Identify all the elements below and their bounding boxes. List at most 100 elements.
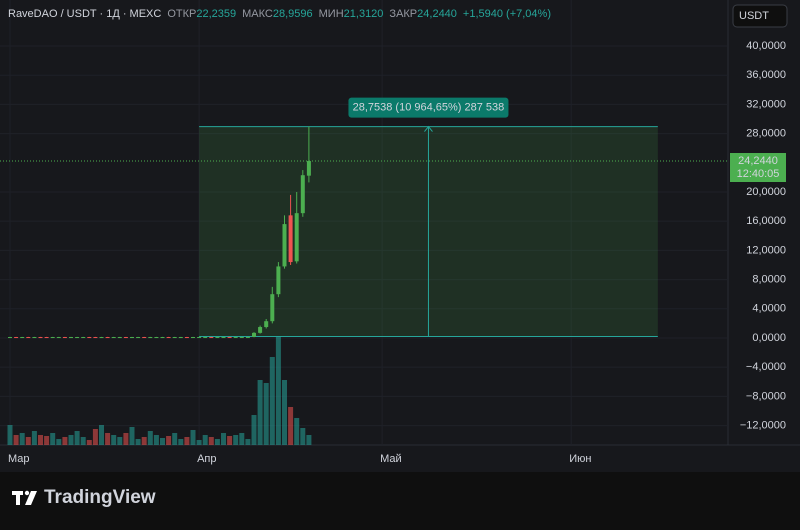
candle-body	[111, 337, 116, 339]
volume-bar	[62, 437, 68, 445]
chart-panel	[0, 0, 800, 472]
last-price-box	[730, 153, 786, 183]
volume-bar	[37, 435, 43, 445]
candle-body	[75, 337, 80, 339]
y-tick-label: −4,0000	[746, 361, 786, 373]
volume-bar	[196, 440, 202, 445]
volume-bar	[153, 435, 159, 445]
candle-body	[105, 337, 110, 339]
brand-name: TradingView	[44, 487, 156, 508]
volume-bar	[147, 431, 153, 445]
volume-bar	[25, 437, 31, 445]
plot: 28,7538 (10 964,65%) 287 538	[0, 0, 728, 445]
candle-body	[215, 337, 220, 339]
candle-body	[270, 294, 275, 322]
volume-bar	[269, 357, 275, 445]
y-tick-label: 0,0000	[752, 332, 786, 344]
candle-body	[50, 337, 55, 339]
volume-bar	[74, 431, 80, 445]
candle-body	[258, 327, 263, 333]
candle-body	[178, 337, 183, 339]
candle-body	[203, 337, 208, 339]
currency-button-label[interactable]: USDT	[739, 10, 769, 22]
volume-bar	[159, 438, 165, 445]
last-price-label: 24,2440	[738, 155, 778, 167]
volume-bar	[300, 428, 306, 445]
volume-bar	[123, 433, 129, 445]
legend-bar: RaveDAO / USDT · 1Д · MEXC ОТКР22,2359 МАК…	[8, 8, 551, 20]
volume-bar	[239, 433, 245, 445]
candle-body	[306, 161, 311, 176]
volume-bar	[117, 437, 123, 445]
candle-body	[166, 337, 171, 339]
volume-bar	[257, 380, 263, 445]
brand-logo	[12, 490, 37, 505]
x-tick-label: Апр	[197, 453, 216, 465]
legend-name: МИН	[319, 8, 344, 20]
logo-stem	[16, 491, 20, 505]
candle-body	[282, 224, 287, 267]
symbol: RaveDAO / USDT · 1Д · MEXC	[8, 8, 161, 20]
volume-bar	[227, 436, 233, 445]
volume-bar	[7, 425, 13, 445]
volume-bar	[31, 431, 37, 445]
candle-body	[148, 337, 153, 339]
candle-body	[288, 215, 293, 263]
y-tick-label: 12,0000	[746, 244, 786, 256]
last-price-time: 12:40:05	[737, 168, 780, 180]
volume-bar	[214, 439, 220, 445]
measure-label: 28,7538 (10 964,65%) 287 538	[353, 101, 505, 113]
candle-body	[197, 337, 202, 339]
volume-bar	[263, 383, 269, 445]
volume-bar	[190, 430, 196, 445]
candle-body	[251, 332, 256, 337]
legend-value: 22,2359	[196, 8, 236, 20]
candle-body	[38, 337, 43, 339]
volume-bar	[135, 439, 141, 445]
candle-body	[136, 337, 141, 339]
volume-bar	[233, 435, 239, 445]
y-tick-label: 8,0000	[752, 273, 786, 285]
y-tick-label: −8,0000	[746, 390, 786, 402]
logo-slant	[25, 491, 37, 505]
candle-body	[184, 337, 189, 339]
volume-bar	[251, 415, 257, 445]
candle-body	[32, 337, 37, 339]
volume-bar	[80, 437, 86, 445]
volume-bar	[98, 425, 104, 445]
y-tick-label: 20,0000	[746, 186, 786, 198]
candle-body	[300, 175, 305, 214]
currency-button[interactable]	[732, 4, 788, 28]
volume-bar	[245, 439, 251, 445]
candle-body	[294, 213, 299, 262]
legend-value: 24,2440	[417, 8, 457, 20]
volume-bar	[105, 433, 111, 445]
volume-bar	[220, 433, 226, 445]
y-tick-label: 40,0000	[746, 40, 786, 52]
candle-body	[154, 337, 159, 339]
legend-value: 28,9596	[273, 8, 313, 20]
candle-body	[276, 266, 281, 295]
volume-bar	[19, 433, 25, 445]
candle-body	[233, 337, 238, 339]
volume-bar	[306, 435, 312, 445]
volume-bar	[294, 418, 300, 445]
candle-body	[172, 337, 177, 339]
volume-bar	[50, 433, 56, 445]
y-tick-label: −12,0000	[740, 419, 786, 431]
candle-body	[264, 321, 269, 328]
volume-bar	[44, 436, 50, 445]
candle-body	[227, 337, 232, 339]
y-tick-label: 36,0000	[746, 69, 786, 81]
volume-bar	[166, 436, 172, 445]
volume-bar	[129, 427, 135, 445]
logo-dot	[24, 490, 30, 496]
legend-name: МАКС	[242, 8, 273, 20]
volume-bar	[172, 433, 178, 445]
volume-bar	[178, 439, 184, 445]
candle-body	[44, 337, 49, 339]
legend-name: ЗАКР	[389, 8, 417, 20]
candle-body	[209, 337, 214, 339]
candle-body	[56, 337, 61, 339]
